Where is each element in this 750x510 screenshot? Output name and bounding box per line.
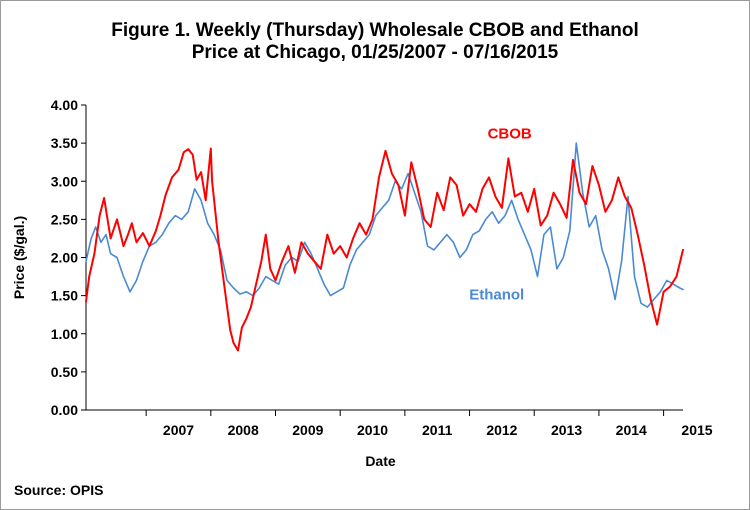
y-tick-label: 2.50 (51, 211, 78, 227)
x-tick-label: 2010 (357, 422, 388, 438)
y-tick-label: 3.50 (51, 135, 78, 151)
y-tick-label: 1.50 (51, 288, 78, 304)
y-tick-label: 1.00 (51, 326, 78, 342)
y-tick-label: 3.00 (51, 173, 78, 189)
chart-title: Figure 1. Weekly (Thursday) Wholesale CB… (0, 20, 750, 64)
y-tick-label: 0.50 (51, 364, 78, 380)
series-label-cbob: CBOB (488, 126, 532, 143)
series-line-ethanol (85, 142, 684, 308)
labels-group: 0.00 0.50 1.00 1.50 2.00 2.50 3.00 3.50 4.00 2007… (11, 97, 713, 469)
axes (81, 104, 683, 416)
x-tick-label: 2015 (681, 422, 712, 438)
y-tick-label: 0.00 (51, 402, 78, 418)
y-axis-title: Price ($/gal.) (11, 216, 27, 299)
y-tick-label: 4.00 (51, 97, 78, 113)
source-note: Source: OPIS (14, 482, 104, 498)
series-line-cbob (85, 147, 684, 352)
x-tick-label: 2014 (616, 422, 647, 438)
x-tick-label: 2013 (551, 422, 582, 438)
x-tick-label: 2012 (486, 422, 517, 438)
x-tick-label: 2011 (422, 422, 453, 438)
series-group (85, 142, 684, 352)
x-tick-label: 2007 (163, 422, 194, 438)
series-label-ethanol: Ethanol (469, 286, 524, 303)
x-tick-label: 2009 (292, 422, 323, 438)
x-tick-label: 2008 (228, 422, 259, 438)
x-axis-title: Date (365, 453, 396, 469)
chart-title-line-1: Figure 1. Weekly (Thursday) Wholesale CB… (111, 20, 639, 41)
y-tick-label: 2.00 (51, 250, 78, 266)
chart-title-line-2: Price at Chicago, 01/25/2007 - 07/16/201… (191, 42, 559, 63)
